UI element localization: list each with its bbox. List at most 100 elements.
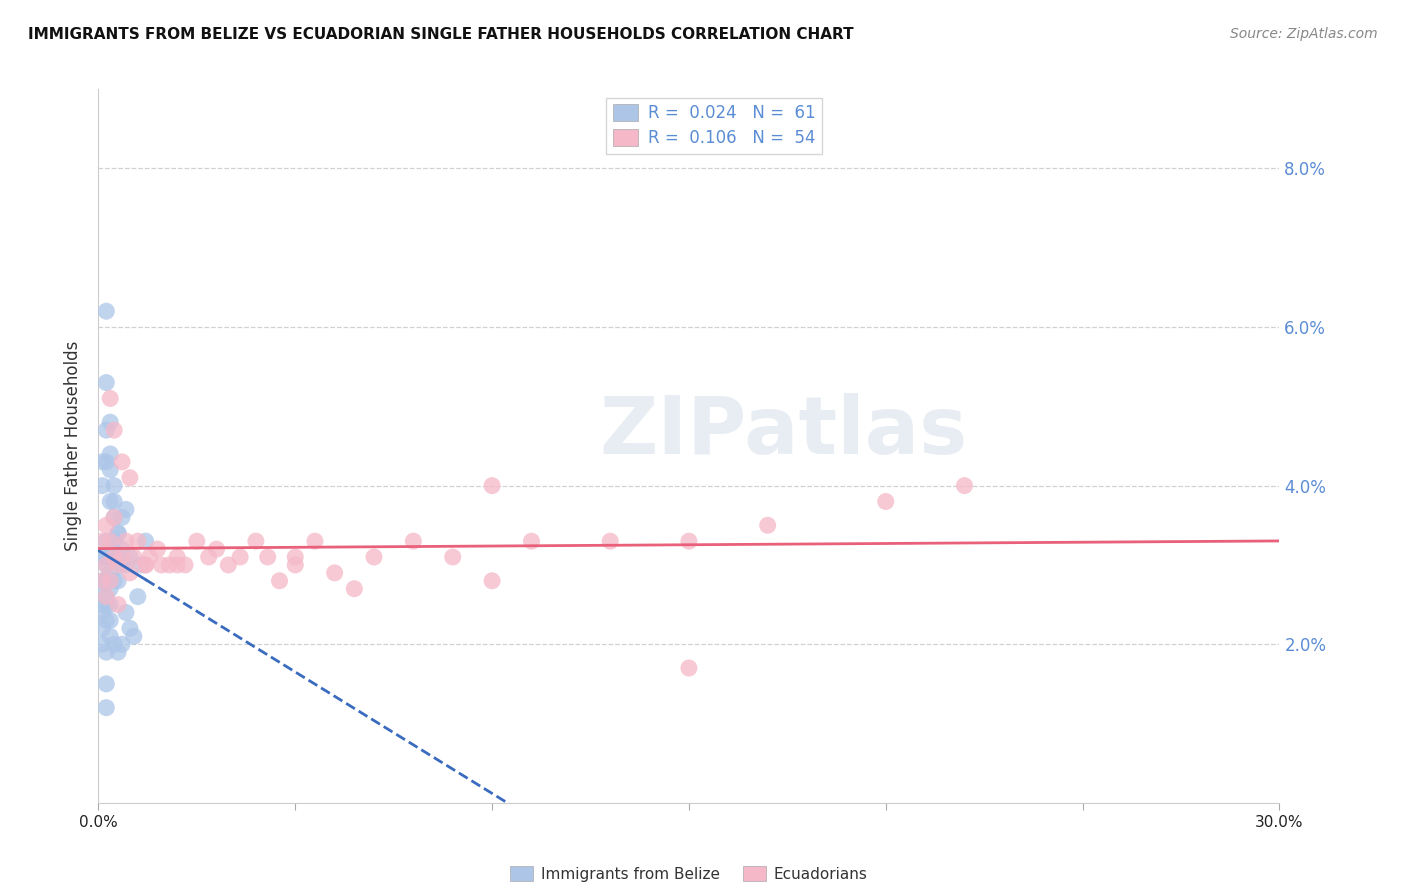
Point (481, 478, 503, 492)
Point (245, 534, 267, 549)
Point (98, 629, 121, 643)
Point (98, 614, 121, 628)
Legend: Immigrants from Belize, Ecuadorians: Immigrants from Belize, Ecuadorians (505, 860, 873, 888)
Point (678, 534, 700, 549)
Point (96, 376, 118, 390)
Point (323, 566, 346, 580)
Point (111, 549, 134, 564)
Point (599, 534, 621, 549)
Point (304, 534, 326, 549)
Point (98, 549, 121, 564)
Point (103, 423, 125, 437)
Point (107, 549, 129, 564)
Point (96, 590, 118, 604)
Point (953, 478, 976, 492)
Point (118, 621, 141, 635)
Point (115, 534, 138, 549)
Point (111, 455, 134, 469)
Point (166, 549, 188, 564)
Point (91, 606, 114, 620)
Point (91, 574, 114, 588)
Point (174, 558, 197, 572)
Point (96, 700, 118, 714)
Point (98, 494, 121, 508)
Point (103, 549, 125, 564)
Point (118, 566, 141, 580)
Point (98, 582, 121, 596)
Point (96, 558, 118, 572)
Point (103, 510, 125, 524)
Point (96, 518, 118, 533)
Point (103, 549, 125, 564)
Point (166, 558, 188, 572)
Point (91, 637, 114, 651)
Text: Source: ZipAtlas.com: Source: ZipAtlas.com (1230, 27, 1378, 41)
Point (91, 574, 114, 588)
Point (115, 606, 138, 620)
Text: ZIPatlas: ZIPatlas (599, 392, 967, 471)
Point (98, 415, 121, 429)
Point (98, 566, 121, 580)
Point (96, 558, 118, 572)
Point (96, 614, 118, 628)
Point (205, 542, 228, 557)
Point (103, 637, 125, 651)
Point (150, 558, 173, 572)
Point (96, 304, 118, 318)
Point (118, 549, 141, 564)
Point (96, 590, 118, 604)
Point (756, 518, 779, 533)
Point (127, 534, 149, 549)
Point (103, 494, 125, 508)
Point (256, 549, 278, 564)
Point (107, 574, 129, 588)
Text: IMMIGRANTS FROM BELIZE VS ECUADORIAN SINGLE FATHER HOUSEHOLDS CORRELATION CHART: IMMIGRANTS FROM BELIZE VS ECUADORIAN SIN… (28, 27, 853, 42)
Point (96, 455, 118, 469)
Point (91, 598, 114, 612)
Point (98, 534, 121, 549)
Point (135, 558, 157, 572)
Point (96, 677, 118, 691)
Point (98, 447, 121, 461)
Point (96, 598, 118, 612)
Point (284, 549, 307, 564)
Point (103, 478, 125, 492)
Point (103, 574, 125, 588)
Point (98, 542, 121, 557)
Point (217, 558, 239, 572)
Point (96, 423, 118, 437)
Point (98, 574, 121, 588)
Point (520, 534, 543, 549)
Y-axis label: Single Father Households: Single Father Households (65, 341, 83, 551)
Point (107, 598, 129, 612)
Point (103, 510, 125, 524)
Point (111, 510, 134, 524)
Point (157, 558, 180, 572)
Point (122, 629, 145, 643)
Point (107, 526, 129, 541)
Point (197, 549, 219, 564)
Point (96, 645, 118, 659)
Point (115, 558, 138, 572)
Point (107, 645, 129, 659)
Point (91, 621, 114, 635)
Point (363, 549, 385, 564)
Point (186, 534, 208, 549)
Point (343, 582, 366, 596)
Point (135, 534, 157, 549)
Point (98, 392, 121, 406)
Point (91, 549, 114, 564)
Point (481, 574, 503, 588)
Point (111, 558, 134, 572)
Point (107, 526, 129, 541)
Point (91, 582, 114, 596)
Point (269, 574, 291, 588)
Point (115, 502, 138, 516)
Point (91, 478, 114, 492)
Point (103, 534, 125, 549)
Point (107, 558, 129, 572)
Point (284, 558, 307, 572)
Point (229, 549, 252, 564)
Point (127, 590, 149, 604)
Point (111, 542, 134, 557)
